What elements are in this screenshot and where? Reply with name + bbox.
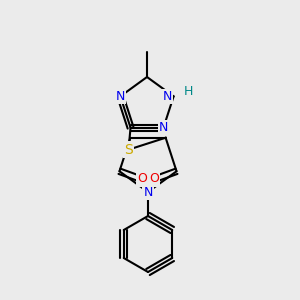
Text: O: O (149, 172, 159, 185)
Text: N: N (116, 90, 125, 103)
Text: H: H (184, 85, 193, 98)
Text: O: O (137, 172, 147, 185)
Text: S: S (124, 143, 133, 157)
Text: N: N (159, 121, 168, 134)
Text: N: N (143, 185, 153, 199)
Text: N: N (162, 90, 172, 103)
